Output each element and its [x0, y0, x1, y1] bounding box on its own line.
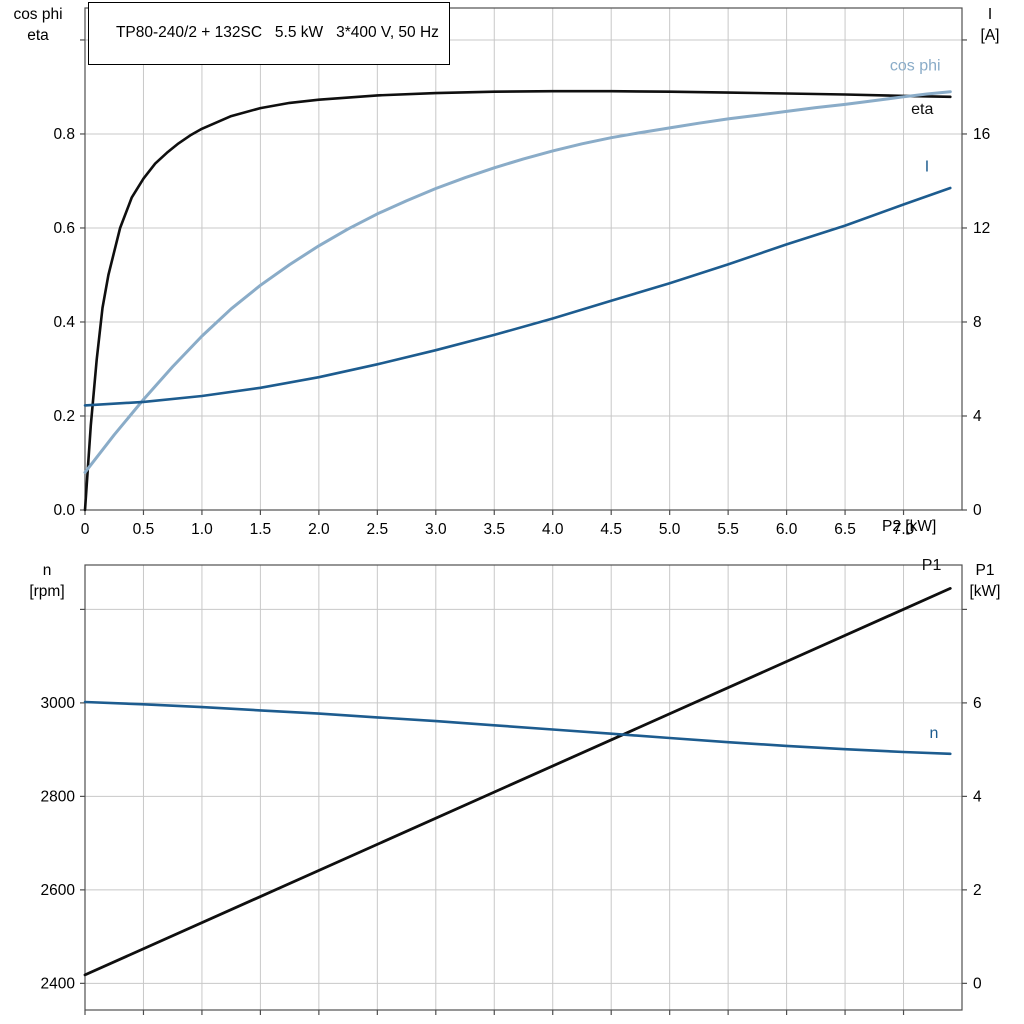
svg-text:16: 16: [973, 126, 990, 143]
svg-text:0.0: 0.0: [53, 502, 75, 519]
svg-text:0.8: 0.8: [53, 126, 75, 143]
svg-text:eta: eta: [911, 101, 933, 118]
top-left-axis-header: cos phi eta: [4, 4, 72, 46]
svg-text:4.5: 4.5: [600, 521, 622, 538]
svg-text:2.5: 2.5: [367, 521, 389, 538]
axis-label-p1-unit: [kW]: [969, 583, 1001, 600]
svg-text:1.0: 1.0: [191, 521, 213, 538]
svg-text:0.4: 0.4: [53, 314, 75, 331]
svg-text:4: 4: [973, 788, 982, 805]
svg-text:6.5: 6.5: [834, 521, 856, 538]
svg-text:2400: 2400: [41, 975, 76, 992]
svg-text:1.5: 1.5: [250, 521, 272, 538]
svg-text:8: 8: [973, 314, 982, 331]
svg-text:2: 2: [973, 882, 982, 899]
chart-title-box: TP80-240/2 + 132SC 5.5 kW 3*400 V, 50 Hz: [88, 2, 450, 65]
svg-text:0: 0: [973, 502, 982, 519]
svg-text:3.0: 3.0: [425, 521, 447, 538]
svg-text:0.2: 0.2: [53, 408, 75, 425]
svg-text:0.6: 0.6: [53, 220, 75, 237]
svg-text:6: 6: [973, 695, 982, 712]
svg-text:4: 4: [973, 408, 982, 425]
top-right-axis-header: I [A]: [962, 4, 1018, 46]
chart-title: TP80-240/2 + 132SC 5.5 kW 3*400 V, 50 Hz: [115, 24, 439, 41]
x-axis-label: P2 [kW]: [882, 518, 937, 535]
svg-text:cos phi: cos phi: [890, 58, 941, 75]
svg-text:2.0: 2.0: [308, 521, 330, 538]
svg-text:7.0: 7.0: [893, 521, 915, 538]
svg-text:2800: 2800: [41, 788, 76, 805]
svg-text:0.5: 0.5: [133, 521, 155, 538]
svg-text:5.5: 5.5: [717, 521, 739, 538]
axis-label-eta: eta: [27, 27, 49, 44]
bottom-right-axis-header: P1 [kW]: [954, 560, 1016, 602]
svg-text:3.5: 3.5: [483, 521, 505, 538]
svg-text:3000: 3000: [41, 695, 76, 712]
axis-label-cos-phi: cos phi: [13, 6, 63, 23]
axis-label-current-unit: [A]: [980, 27, 1000, 44]
axis-label-current: I: [987, 6, 993, 23]
svg-text:5.0: 5.0: [659, 521, 681, 538]
axis-label-speed-unit: [rpm]: [29, 583, 65, 600]
axis-label-speed: n: [42, 562, 52, 579]
svg-text:2600: 2600: [41, 882, 76, 899]
svg-text:4.0: 4.0: [542, 521, 564, 538]
bottom-left-axis-header: n [rpm]: [14, 560, 80, 602]
svg-text:12: 12: [973, 220, 990, 237]
svg-text:6.0: 6.0: [776, 521, 798, 538]
axis-label-p1: P1: [975, 562, 995, 579]
svg-text:I: I: [925, 159, 929, 176]
svg-text:0: 0: [81, 521, 90, 538]
svg-text:n: n: [929, 725, 938, 742]
svg-text:0: 0: [973, 975, 982, 992]
svg-text:P1: P1: [922, 557, 942, 574]
